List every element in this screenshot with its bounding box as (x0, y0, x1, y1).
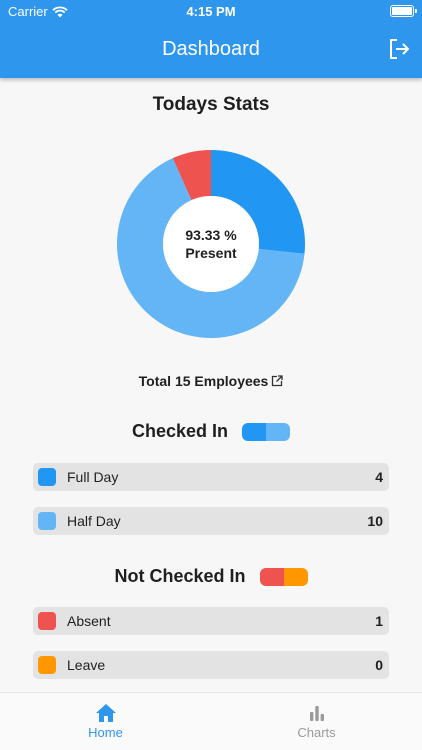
present-label: Present (185, 245, 237, 261)
not-checked-in-color-pill (259, 567, 308, 586)
half-day-swatch (38, 512, 56, 530)
half-day-label: Half Day (67, 513, 121, 529)
status-bar: Carrier 4:15 PM (0, 4, 422, 20)
full-day-swatch (38, 468, 56, 486)
absent-swatch (38, 612, 56, 630)
carrier-group: Carrier (8, 4, 68, 19)
list-item-leave[interactable]: Leave 0 (33, 651, 389, 679)
pill-segment (259, 567, 284, 586)
tab-home[interactable]: Home (0, 693, 211, 750)
list-item-half-day[interactable]: Half Day 10 (33, 507, 389, 535)
not-checked-in-title: Not Checked In (114, 566, 246, 586)
stats-title: Todays Stats (152, 94, 270, 115)
pill-segment (283, 567, 308, 586)
donut-slice-full-day (211, 150, 305, 254)
leave-label: Leave (67, 657, 106, 673)
donut-slice-half-day (117, 158, 305, 338)
absent-count: 1 (375, 613, 383, 629)
checked-in-color-pill (242, 422, 291, 441)
not-checked-in-section-header: Not Checked In (0, 566, 422, 587)
tab-charts-label: Charts (297, 725, 336, 740)
page-title: Dashboard (162, 38, 260, 60)
total-employees-label: Total 15 Employees (138, 373, 269, 389)
donut-center-label: 93.33 % Present (117, 150, 305, 338)
wifi-icon (52, 5, 68, 17)
half-day-count: 10 (367, 513, 383, 529)
tab-bar: Home Charts (0, 692, 422, 750)
full-day-count: 4 (375, 469, 383, 485)
leave-swatch (38, 656, 56, 674)
bar-chart-icon (309, 706, 324, 721)
absent-label: Absent (67, 613, 111, 629)
home-icon (95, 704, 116, 722)
list-item-full-day[interactable]: Full Day 4 (33, 463, 389, 491)
pill-segment (266, 422, 291, 441)
donut-hole (163, 196, 259, 292)
full-day-label: Full Day (67, 469, 119, 485)
attendance-donut-chart (117, 150, 305, 338)
tab-charts[interactable]: Charts (211, 693, 422, 750)
battery-icon (390, 5, 417, 17)
app-bar: Carrier 4:15 PM Dashboard (0, 0, 422, 78)
leave-count: 0 (375, 657, 383, 673)
checked-in-section-header: Checked In (0, 421, 422, 442)
tab-home-label: Home (88, 725, 123, 740)
pill-segment (242, 422, 267, 441)
logout-icon[interactable] (386, 36, 412, 62)
present-percent: 93.33 % (185, 227, 237, 243)
total-employees-link[interactable]: Total 15 Employees (0, 373, 422, 389)
list-item-absent[interactable]: Absent 1 (33, 607, 389, 635)
status-time: 4:15 PM (186, 4, 236, 19)
carrier-label: Carrier (8, 4, 48, 19)
donut-slice-absent (172, 150, 211, 201)
checked-in-title: Checked In (131, 421, 229, 441)
external-link-icon (272, 375, 283, 387)
